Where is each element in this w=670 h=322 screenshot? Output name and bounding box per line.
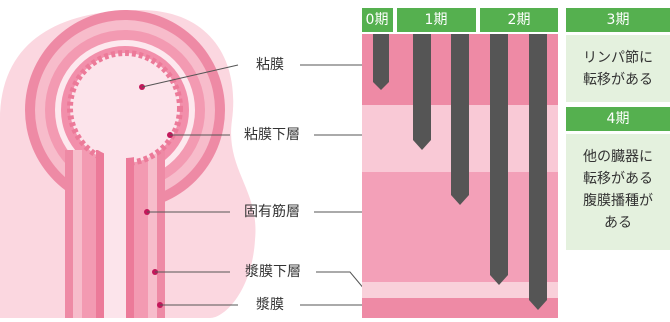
stage-label: 3期	[607, 12, 630, 28]
layer-label: 粘膜下層	[244, 127, 300, 143]
layer-label: 固有筋層	[244, 203, 300, 220]
stage-text: 転移がある	[583, 72, 653, 88]
stage-label: 4期	[607, 111, 630, 127]
layer-label: 粘膜	[256, 57, 284, 73]
stage-label: 1期	[425, 12, 448, 28]
diagram: 粘膜 粘膜下層 固有筋層 漿膜下層 漿膜 0期 1期 2期 3期 リンパ節に 転…	[0, 0, 670, 318]
stage-text: 腹膜播種が	[583, 192, 653, 209]
layer-label: 漿膜下層	[245, 264, 301, 280]
stage-text: 他の臓器に	[583, 149, 653, 165]
stage-text: リンパ節に	[583, 49, 653, 66]
stage-label: 0期	[366, 12, 389, 28]
stage-text: ある	[604, 215, 632, 231]
stage-box	[566, 35, 670, 102]
layer-label: 漿膜	[256, 297, 284, 313]
stage-text: 転移がある	[583, 171, 653, 187]
stage-label: 2期	[508, 12, 531, 28]
